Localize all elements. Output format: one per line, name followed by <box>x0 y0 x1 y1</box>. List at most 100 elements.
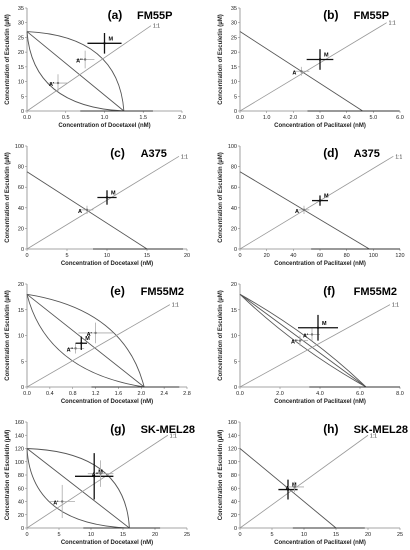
x-tick-label: 25 <box>184 532 190 538</box>
y-tick-label: 80 <box>18 473 24 479</box>
x-tick-label: 2.4 <box>160 391 168 397</box>
ratio-line <box>26 304 171 388</box>
y-tick-label: 80 <box>231 165 237 171</box>
chart-panel-1: 0 5 10 15 20 25 30 35 0.0 0.5 1.0 1.5 2.0 Concentrati… <box>5 6 186 129</box>
x-axis-label: Concentration of Paclitaxel (nM) <box>274 540 366 546</box>
cell-line-title: SK-MEL28 <box>141 424 195 436</box>
x-tick-label: 6.0 <box>356 391 364 397</box>
y-tick-label: 5 <box>234 94 237 100</box>
y-tick-label: 80 <box>231 473 237 479</box>
data-point <box>318 199 322 202</box>
y-tick-label: 10 <box>231 334 237 340</box>
y-tick-label: 30 <box>231 21 237 27</box>
y-tick-label: 80 <box>18 165 24 171</box>
data-point <box>293 485 296 489</box>
point-label: M <box>111 191 116 197</box>
ratio-label: 1:1 <box>389 21 396 27</box>
x-tick-label: 0.0 <box>236 391 244 397</box>
ratio-line <box>239 434 369 529</box>
ratio-label: 1:1 <box>181 154 188 160</box>
cell-line-title: FM55M2 <box>354 286 397 298</box>
x-tick-label: 5 <box>65 253 68 259</box>
x-tick-label: 0 <box>238 532 241 538</box>
x-tick-label: 4.0 <box>343 115 351 121</box>
x-tick-label: 0.0 <box>236 115 244 121</box>
panel-tag: (h) <box>323 422 338 436</box>
x-tick-label: 0.5 <box>62 115 70 121</box>
x-tick-label: 0 <box>238 253 241 259</box>
y-tick-label: 0 <box>21 526 24 532</box>
y-axis-label: Concentration of Esculetin (µM) <box>5 14 11 104</box>
y-axis-label: Concentration of Esculetin (µM) <box>5 430 11 520</box>
panel-tag: (f) <box>323 284 335 298</box>
y-tick-label: 100 <box>15 460 24 466</box>
x-axis-label: Concentration of Docetaxel (nM) <box>61 261 153 267</box>
panel-tag: (c) <box>110 146 125 160</box>
ratio-label: 1:1 <box>153 24 160 30</box>
data-point <box>83 58 87 61</box>
x-tick-label: 4.0 <box>316 391 324 397</box>
x-axis-label: Concentration of Paclitaxel (nM) <box>274 261 366 267</box>
x-axis-label: Concentration of Docetaxel (nM) <box>61 540 153 546</box>
x-tick-label: 100 <box>369 253 378 259</box>
ratio-line <box>239 22 387 112</box>
x-tick-label: 5 <box>270 532 273 538</box>
x-tick-label: 1.0 <box>101 115 109 121</box>
x-tick-label: 10 <box>88 532 94 538</box>
data-point <box>316 326 320 329</box>
x-tick-label: 2.0 <box>178 115 186 121</box>
cell-line-title: SK-MEL28 <box>354 424 408 436</box>
panel-tag: (a) <box>108 8 123 22</box>
data-point <box>93 475 96 478</box>
y-tick-label: 30 <box>18 21 24 27</box>
lower-isobole-curve <box>26 294 145 388</box>
cell-line-title: FM55P <box>354 10 389 22</box>
ratio-line <box>239 155 394 250</box>
x-tick-label: 1.2 <box>92 391 100 397</box>
y-axis-label: Concentration of Esculetin (µM) <box>5 290 11 380</box>
x-tick-label: 6.0 <box>396 115 404 121</box>
y-tick-label: 0 <box>234 385 237 391</box>
y-tick-label: 20 <box>18 513 24 519</box>
x-tick-label: 1.6 <box>115 391 123 397</box>
ratio-line <box>26 434 169 529</box>
x-tick-label: 2.8 <box>183 391 191 397</box>
y-tick-label: 15 <box>18 308 24 314</box>
ratio-line <box>239 304 391 388</box>
y-tick-label: 20 <box>18 226 24 232</box>
data-point <box>99 472 102 475</box>
y-tick-label: 25 <box>231 35 237 41</box>
additivity-line <box>26 31 125 112</box>
x-tick-label: 2.0 <box>137 391 145 397</box>
data-point <box>302 208 306 212</box>
upper-isobole-curve <box>239 293 367 388</box>
data-point <box>85 208 89 212</box>
y-tick-label: 60 <box>18 486 24 492</box>
data-point <box>300 70 303 73</box>
y-tick-label: 100 <box>15 144 24 150</box>
y-tick-label: 5 <box>21 359 24 365</box>
chart-panel-3: 0 20 40 60 80 100 0 5 10 15 20 Concentration of Doc… <box>5 144 190 267</box>
y-tick-label: 35 <box>231 6 237 12</box>
x-tick-label: 10 <box>104 253 110 259</box>
y-tick-label: 0 <box>234 526 237 532</box>
upper-isobole-curve <box>26 448 130 529</box>
x-tick-label: 0.8 <box>69 391 77 397</box>
panel-tag: (d) <box>323 146 338 160</box>
x-tick-label: 15 <box>144 253 150 259</box>
x-tick-label: 0 <box>25 532 28 538</box>
point-label: A' <box>303 333 309 339</box>
x-axis-label: Concentration of Paclitaxel (nM) <box>274 123 366 129</box>
data-point <box>74 347 77 350</box>
x-tick-label: 0.0 <box>23 115 31 121</box>
data-point <box>318 58 322 61</box>
chart-panel-7: 0 20 40 60 80 100 120 140 160 0 5 10 15 20 25 Concentra… <box>5 420 195 546</box>
y-tick-label: 25 <box>18 35 24 41</box>
point-label: A' <box>87 332 93 338</box>
point-label: A'' <box>92 473 99 479</box>
panel-tag: (e) <box>110 284 125 298</box>
y-tick-label: 40 <box>18 500 24 506</box>
cell-line-title: A375 <box>141 148 167 160</box>
additivity-line <box>26 448 130 529</box>
